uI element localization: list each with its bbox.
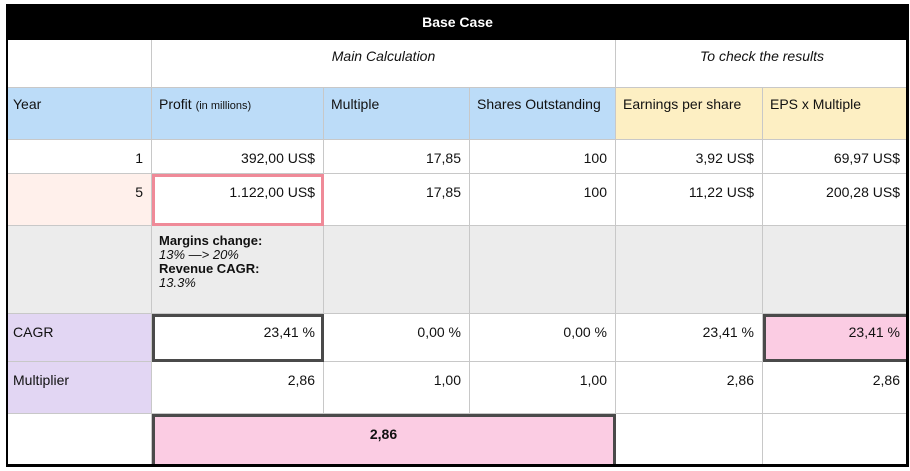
table-border-bottom (6, 464, 909, 467)
header-earnings-per-share[interactable]: Earnings per share (616, 88, 763, 140)
header-year[interactable]: Year (6, 88, 152, 140)
revenue-cagr-value: 13.3% (159, 275, 196, 290)
cagr-shares[interactable]: 0,00 % (470, 314, 616, 362)
result-empty-eps-multiple[interactable] (763, 414, 909, 467)
result-outline (152, 414, 616, 467)
header-profit[interactable]: Profit (in millions) (152, 88, 324, 140)
cagr-eps[interactable]: 23,41 % (616, 314, 763, 362)
table-title: Base Case (6, 4, 909, 40)
header-profit-unit: (in millions) (195, 100, 252, 112)
multiplier-profit[interactable]: 2,86 (152, 362, 324, 414)
row1-eps-multiple[interactable]: 69,97 US$ (763, 140, 909, 174)
multiplier-eps-multiple[interactable]: 2,86 (763, 362, 909, 414)
multiplier-multiple[interactable]: 1,00 (324, 362, 470, 414)
row1-eps[interactable]: 3,92 US$ (616, 140, 763, 174)
row1-profit[interactable]: 392,00 US$ (152, 140, 324, 174)
row1-year[interactable]: 1 (6, 140, 152, 174)
spreadsheet-table: Base Case Main Calculation To check the … (6, 4, 909, 467)
row1-multiple[interactable]: 17,85 (324, 140, 470, 174)
assumptions-note[interactable]: Margins change: 13% —> 20% Revenue CAGR:… (152, 226, 324, 314)
margins-change-label: Margins change: (159, 233, 263, 248)
header-profit-label: Profit (159, 96, 192, 112)
row5-shares[interactable]: 100 (470, 174, 616, 226)
cagr-multiple[interactable]: 0,00 % (324, 314, 470, 362)
header-eps-x-multiple[interactable]: EPS x Multiple (763, 88, 909, 140)
notes-cell-eps[interactable] (616, 226, 763, 314)
result-empty-left[interactable] (6, 414, 152, 467)
row5-year[interactable]: 5 (6, 174, 152, 226)
notes-cell-shares[interactable] (470, 226, 616, 314)
cagr-eps-multiple[interactable]: 23,41 % (763, 314, 909, 362)
notes-cell-multiple[interactable] (324, 226, 470, 314)
notes-empty-cell[interactable] (6, 226, 152, 314)
row1-shares[interactable]: 100 (470, 140, 616, 174)
multiplier-label[interactable]: Multiplier (6, 362, 152, 414)
section-main-calculation[interactable]: Main Calculation (152, 40, 616, 88)
header-multiple[interactable]: Multiple (324, 88, 470, 140)
row5-eps[interactable]: 11,22 US$ (616, 174, 763, 226)
header-shares-outstanding[interactable]: Shares Outstanding (470, 88, 616, 140)
cagr-label[interactable]: CAGR (6, 314, 152, 362)
revenue-cagr-label: Revenue CAGR: (159, 261, 260, 276)
notes-cell-eps-multiple[interactable] (763, 226, 909, 314)
multiplier-shares[interactable]: 1,00 (470, 362, 616, 414)
row5-eps-multiple[interactable]: 200,28 US$ (763, 174, 909, 226)
result-empty-eps[interactable] (616, 414, 763, 467)
cagr-profit-outline (152, 314, 324, 362)
corner-empty-cell[interactable] (6, 40, 152, 88)
cagr-eps-multiple-outline (763, 314, 909, 362)
multiplier-eps[interactable]: 2,86 (616, 362, 763, 414)
table-border-right (906, 4, 909, 467)
section-check-results[interactable]: To check the results (616, 40, 909, 88)
margins-change-value: 13% —> 20% (159, 247, 239, 262)
profit-year5-highlight-outline (152, 174, 324, 226)
table-border-left (6, 4, 8, 467)
row5-multiple[interactable]: 17,85 (324, 174, 470, 226)
